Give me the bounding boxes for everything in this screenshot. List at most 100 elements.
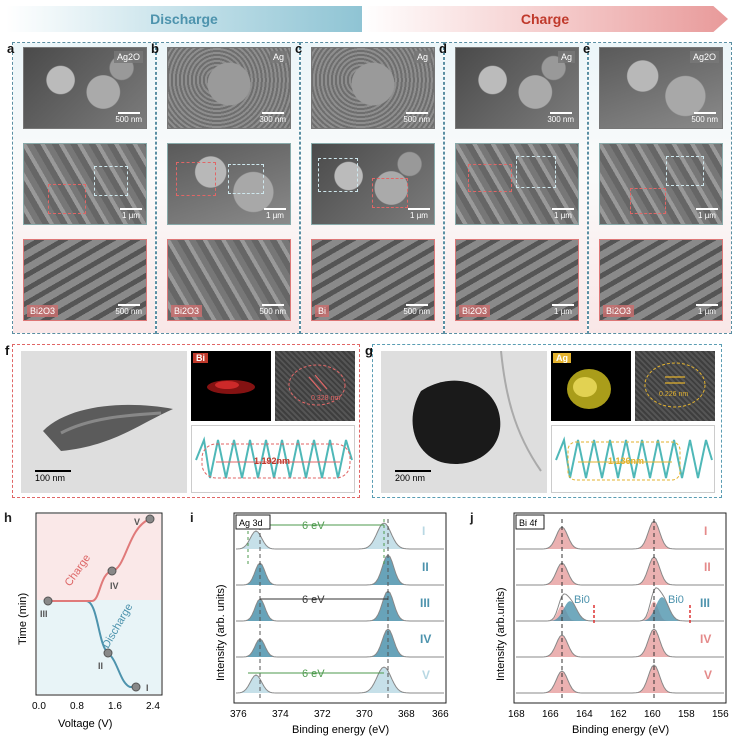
spectrum-tag: Bi 4f — [519, 518, 538, 528]
tem-image-g: 200 nm — [381, 351, 547, 493]
x-tick: 2.4 — [146, 701, 160, 712]
spectrum-peak — [516, 665, 724, 693]
panel-letter-e: e — [583, 41, 591, 56]
gap-label-bottom: 6 eV — [302, 668, 325, 680]
scale-bar: 500 nm — [115, 112, 142, 124]
bi4f-spectra — [516, 520, 724, 694]
x-tick: 160 — [644, 709, 661, 720]
row-label: V — [704, 668, 712, 682]
phase-label: Bi — [315, 305, 330, 317]
row-label: I — [422, 524, 425, 538]
spectrum-envelope — [235, 522, 444, 550]
scale-bar: 300 nm — [547, 112, 574, 124]
d-spacing-label: 0.226 nm — [659, 391, 689, 398]
sem-image-top-a: Ag2O 500 nm — [23, 47, 147, 129]
x-tick: 366 — [432, 709, 449, 720]
spectrum-peak — [516, 629, 724, 657]
scale-bar: 500 nm — [115, 304, 142, 316]
sem-image-mid-e: 1 µm — [599, 143, 723, 225]
spectrum-envelope — [235, 666, 444, 694]
spectrum-envelope — [516, 520, 724, 550]
point-label-iv: IV — [110, 581, 119, 591]
spectrum-peak — [236, 667, 444, 693]
x-axis-label: Binding energy (eV) — [292, 724, 389, 736]
scale-bar: 1 µm — [408, 208, 430, 220]
x-tick-labels: 376 374 372 370 368 366 — [230, 709, 449, 720]
charge-label: Charge — [520, 11, 570, 27]
row-labels: I II III IV V — [420, 524, 431, 682]
x-tick: 0.8 — [70, 701, 84, 712]
point-label-ii: II — [98, 661, 103, 671]
row-label: IV — [420, 632, 431, 646]
sem-image-top-b: Ag 300 nm — [167, 47, 291, 129]
scale-bar: 300 nm — [259, 112, 286, 124]
x-tick: 376 — [230, 709, 247, 720]
x-tick: 370 — [356, 709, 373, 720]
spectrum-peak — [236, 523, 444, 549]
phase-label: Bi2O3 — [459, 305, 491, 317]
line-profile-g: 1.136nm — [551, 425, 715, 493]
panel-letter-a: a — [7, 41, 15, 56]
spectrum-peak — [516, 601, 724, 621]
y-axis-label: Intensity (arb.units) — [495, 587, 507, 681]
scale-bar: 500 nm — [259, 304, 286, 316]
gap-label-top: 6 eV — [302, 520, 325, 532]
scale-bar: 1 µm — [264, 208, 286, 220]
sem-image-bottom-c: Bi 500 nm — [311, 239, 435, 321]
row-label: III — [700, 596, 710, 610]
phase-label: Ag — [557, 51, 575, 63]
scale-bar: 200 nm — [395, 470, 431, 483]
spectrum-envelope — [516, 587, 724, 622]
d-spacing-label: 0.328 nm — [311, 395, 341, 402]
chart-j: Bi0 Bi0 Bi 4f I II III IV V 168 166 164 … — [495, 512, 729, 736]
line-profile-f: 1.192nm — [191, 425, 355, 493]
scale-bar: 500 nm — [403, 112, 430, 124]
panel-letter-f: f — [5, 343, 10, 358]
tem-image-f: 100 nm — [21, 351, 187, 493]
sem-image-mid-c: 1 µm — [311, 143, 435, 225]
spectrum-tag: Ag 3d — [239, 518, 263, 528]
spectrum-peak — [516, 557, 724, 585]
spectrum-envelope — [236, 590, 444, 622]
x-tick: 0.0 — [32, 701, 46, 712]
sem-column-b: b Ag 300 nm 1 µm Bi2O3 500 nm — [151, 41, 300, 334]
sem-image-mid-a: 1 µm — [23, 143, 147, 225]
point-label-v: V — [134, 517, 140, 527]
spectrum-peak — [236, 629, 444, 657]
row-label: IV — [700, 632, 711, 646]
phase-label: Ag2O — [689, 51, 719, 63]
row-label: II — [422, 560, 429, 574]
row-label: III — [420, 596, 430, 610]
lattice-annotation — [288, 364, 346, 406]
x-tick: 166 — [542, 709, 559, 720]
spectrum-envelope — [516, 628, 724, 658]
bi-element-map: Bi — [191, 351, 271, 421]
y-axis-label: Intensity (arb. units) — [215, 584, 227, 681]
ag3d-spectra — [235, 522, 444, 694]
charge-arrow: Charge — [362, 6, 728, 32]
phase-label: Bi2O3 — [171, 305, 203, 317]
scale-bar: 1 µm — [696, 304, 718, 316]
hrtem-image-f: 0.328 nm — [275, 351, 355, 421]
chart-h: III II I IV V Charge Discharge 0.0 0.8 1… — [17, 512, 163, 730]
x-axis-label: Binding energy (eV) — [572, 724, 669, 736]
spectrum-peak — [516, 521, 724, 549]
spectrum-peak — [236, 555, 444, 585]
panel-letter-b: b — [151, 41, 159, 56]
row-labels: I II III IV V — [700, 524, 712, 682]
scale-bar: 500 nm — [691, 112, 718, 124]
phase-label: Bi2O3 — [27, 305, 59, 317]
profile-distance: 1.192nm — [254, 456, 291, 466]
ag-element-map: Ag — [551, 351, 631, 421]
discharge-arrow: Discharge — [6, 6, 362, 32]
phase-label: Ag — [269, 51, 287, 63]
x-tick: 1.6 — [108, 701, 122, 712]
lattice-annotation — [644, 362, 706, 408]
ag-map-dots — [567, 369, 611, 409]
scale-bar: 1 µm — [552, 304, 574, 316]
spectrum-envelope — [516, 556, 724, 586]
spectrum-peak — [236, 591, 444, 621]
sem-image-bottom-d: Bi2O3 1 µm — [455, 239, 579, 321]
discharge-label: Discharge — [150, 11, 218, 27]
x-tick: 368 — [398, 709, 415, 720]
